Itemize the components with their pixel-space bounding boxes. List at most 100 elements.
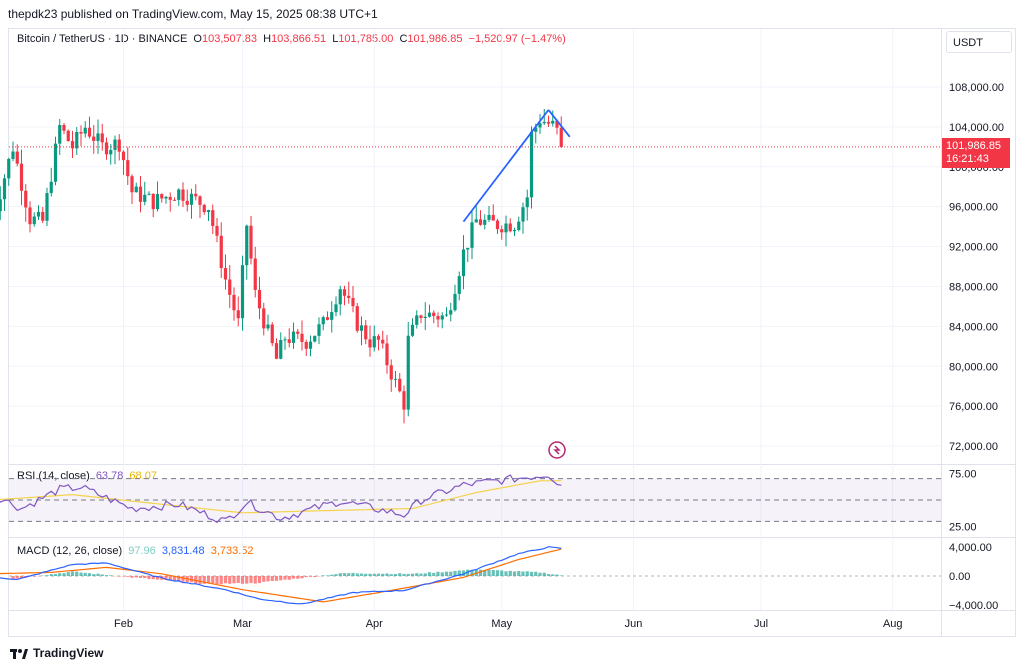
macd-histogram-bar bbox=[138, 576, 143, 578]
close-label: C bbox=[399, 33, 408, 45]
candle-body bbox=[444, 314, 449, 316]
macd-signal-line bbox=[0, 548, 562, 603]
candle-body bbox=[466, 247, 470, 250]
macd-histogram-bar bbox=[457, 570, 461, 576]
open-value: 103,507.83 bbox=[201, 33, 258, 45]
candle-body bbox=[219, 235, 223, 269]
macd-histogram-bar bbox=[495, 570, 500, 576]
macd-tick-label: 4,000.00 bbox=[949, 542, 992, 554]
macd-histogram-bar bbox=[58, 573, 62, 576]
macd-histogram-bar bbox=[19, 576, 24, 579]
macd-histogram-bar bbox=[134, 576, 138, 578]
candle-body bbox=[70, 141, 75, 149]
candle-body bbox=[555, 120, 559, 128]
candle-body bbox=[168, 196, 172, 200]
candle-body bbox=[534, 127, 538, 132]
macd-hist-value: 97.96 bbox=[128, 545, 156, 557]
macd-histogram-bar bbox=[245, 576, 249, 584]
symbol-legend[interactable]: Bitcoin / TetherUS · 1D · BINANCE O103,5… bbox=[17, 33, 569, 45]
candle-body bbox=[189, 193, 194, 205]
macd-histogram-bar bbox=[347, 573, 351, 576]
candle-body bbox=[240, 265, 245, 319]
candle-body bbox=[325, 317, 330, 320]
last-price-value: 101,986.85 bbox=[946, 139, 1002, 152]
tradingview-logo-icon bbox=[10, 648, 28, 659]
macd-histogram-bar bbox=[266, 576, 270, 582]
event-flag-bolt-icon bbox=[553, 445, 561, 455]
macd-histogram-bar bbox=[529, 571, 534, 576]
candle-body bbox=[517, 221, 521, 231]
trendline bbox=[547, 109, 571, 138]
candle-body bbox=[274, 343, 279, 359]
macd-histogram-bar bbox=[542, 572, 546, 576]
close-value: 101,986.85 bbox=[407, 33, 463, 45]
candle-body bbox=[206, 210, 211, 213]
candle-body bbox=[211, 210, 215, 226]
candle-body bbox=[423, 316, 427, 318]
macd-histogram-bar bbox=[109, 575, 113, 576]
macd-histogram-bar bbox=[381, 573, 385, 576]
macd-tick-label: −4,000.00 bbox=[949, 600, 998, 612]
candle-body bbox=[36, 211, 41, 217]
candle-body bbox=[53, 143, 58, 182]
candle-body bbox=[308, 341, 313, 349]
macd-histogram-bar bbox=[483, 569, 487, 576]
candle-body bbox=[410, 324, 415, 336]
macd-histogram-bar bbox=[436, 571, 440, 576]
candle-body bbox=[453, 293, 457, 311]
macd-histogram-bar bbox=[334, 574, 338, 576]
macd-histogram-bar bbox=[194, 576, 198, 584]
change-value: −1,520.97 (−1.47%) bbox=[468, 33, 566, 45]
last-price-countdown: 16:21:43 bbox=[946, 152, 989, 165]
rsi-tick-label: 25.00 bbox=[949, 522, 977, 534]
macd-histogram-bar bbox=[253, 576, 257, 584]
candle-body bbox=[66, 130, 70, 142]
macd-histogram-bar bbox=[49, 574, 53, 576]
macd-histogram-bar bbox=[491, 570, 495, 576]
macd-histogram-bar bbox=[45, 575, 49, 576]
candle-body bbox=[202, 204, 206, 213]
candle-body bbox=[19, 163, 24, 191]
candle-body bbox=[164, 196, 168, 199]
chart-panel bbox=[8, 28, 1016, 637]
tradingview-footer[interactable]: TradingView bbox=[10, 646, 103, 660]
candle-body bbox=[342, 289, 347, 296]
price-tick-label: 104,000.00 bbox=[949, 122, 1004, 134]
macd-histogram-bar bbox=[53, 573, 58, 576]
candle-body bbox=[58, 125, 62, 144]
macd-histogram-bar bbox=[15, 576, 19, 579]
macd-histogram-bar bbox=[104, 575, 109, 576]
macd-histogram-bar bbox=[338, 573, 342, 576]
candle-body bbox=[215, 225, 219, 236]
candle-body bbox=[529, 131, 534, 198]
candle-body bbox=[419, 315, 423, 318]
macd-histogram-bar bbox=[202, 576, 206, 584]
candle-body bbox=[181, 189, 185, 201]
macd-histogram-bar bbox=[368, 573, 372, 576]
macd-histogram-bar bbox=[296, 576, 300, 579]
candle-body bbox=[228, 279, 232, 295]
macd-histogram-bar bbox=[419, 573, 423, 576]
macd-histogram-bar bbox=[287, 576, 291, 580]
macd-histogram-bar bbox=[100, 574, 104, 576]
candle-body bbox=[457, 276, 461, 294]
macd-histogram-bar bbox=[453, 570, 457, 576]
macd-histogram-bar bbox=[359, 573, 364, 576]
time-tick-label: Jul bbox=[754, 618, 768, 630]
time-axis-separator bbox=[8, 610, 1016, 611]
candle-body bbox=[402, 391, 406, 410]
macd-histogram-bar bbox=[147, 576, 151, 580]
candle-body bbox=[257, 289, 262, 309]
macd-histogram-bar bbox=[534, 571, 538, 576]
price-tick-label: 76,000.00 bbox=[949, 401, 998, 413]
candle-body bbox=[11, 151, 15, 159]
macd-histogram-bar bbox=[232, 576, 236, 584]
currency-selector[interactable]: USDT bbox=[946, 31, 1012, 53]
macd-histogram-bar bbox=[330, 574, 334, 576]
open-label: O bbox=[193, 33, 202, 45]
macd-histogram-bar bbox=[236, 576, 240, 583]
low-value: 101,785.00 bbox=[338, 33, 394, 45]
candle-body bbox=[495, 220, 500, 230]
candle-body bbox=[461, 249, 466, 277]
